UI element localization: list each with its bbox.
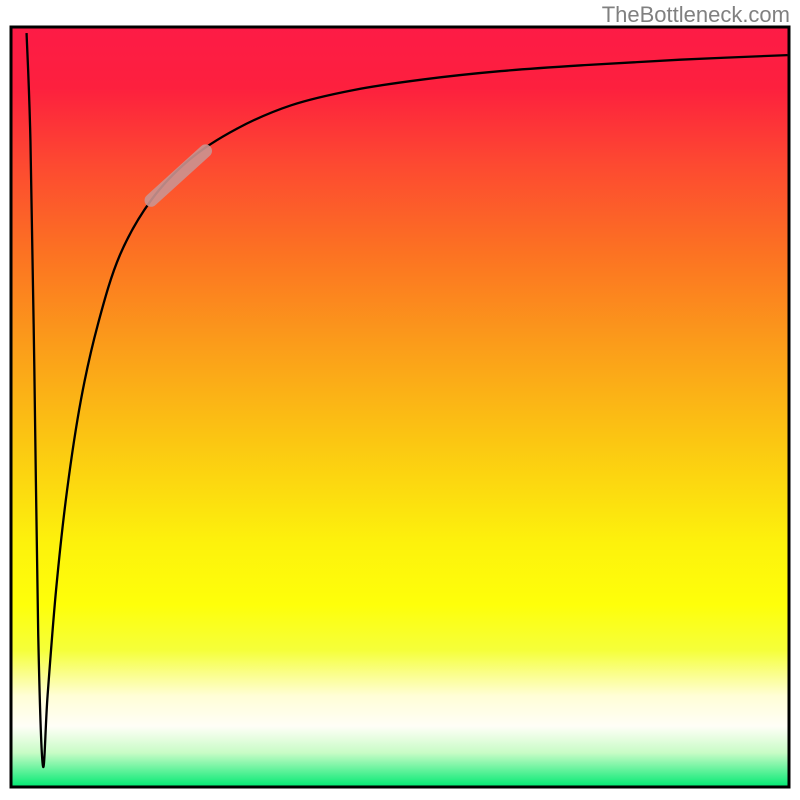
gradient-background <box>11 27 789 787</box>
watermark-text: TheBottleneck.com <box>602 2 790 28</box>
plot-area <box>0 0 800 800</box>
chart-container: TheBottleneck.com <box>0 0 800 800</box>
bottleneck-chart-svg <box>0 0 800 800</box>
